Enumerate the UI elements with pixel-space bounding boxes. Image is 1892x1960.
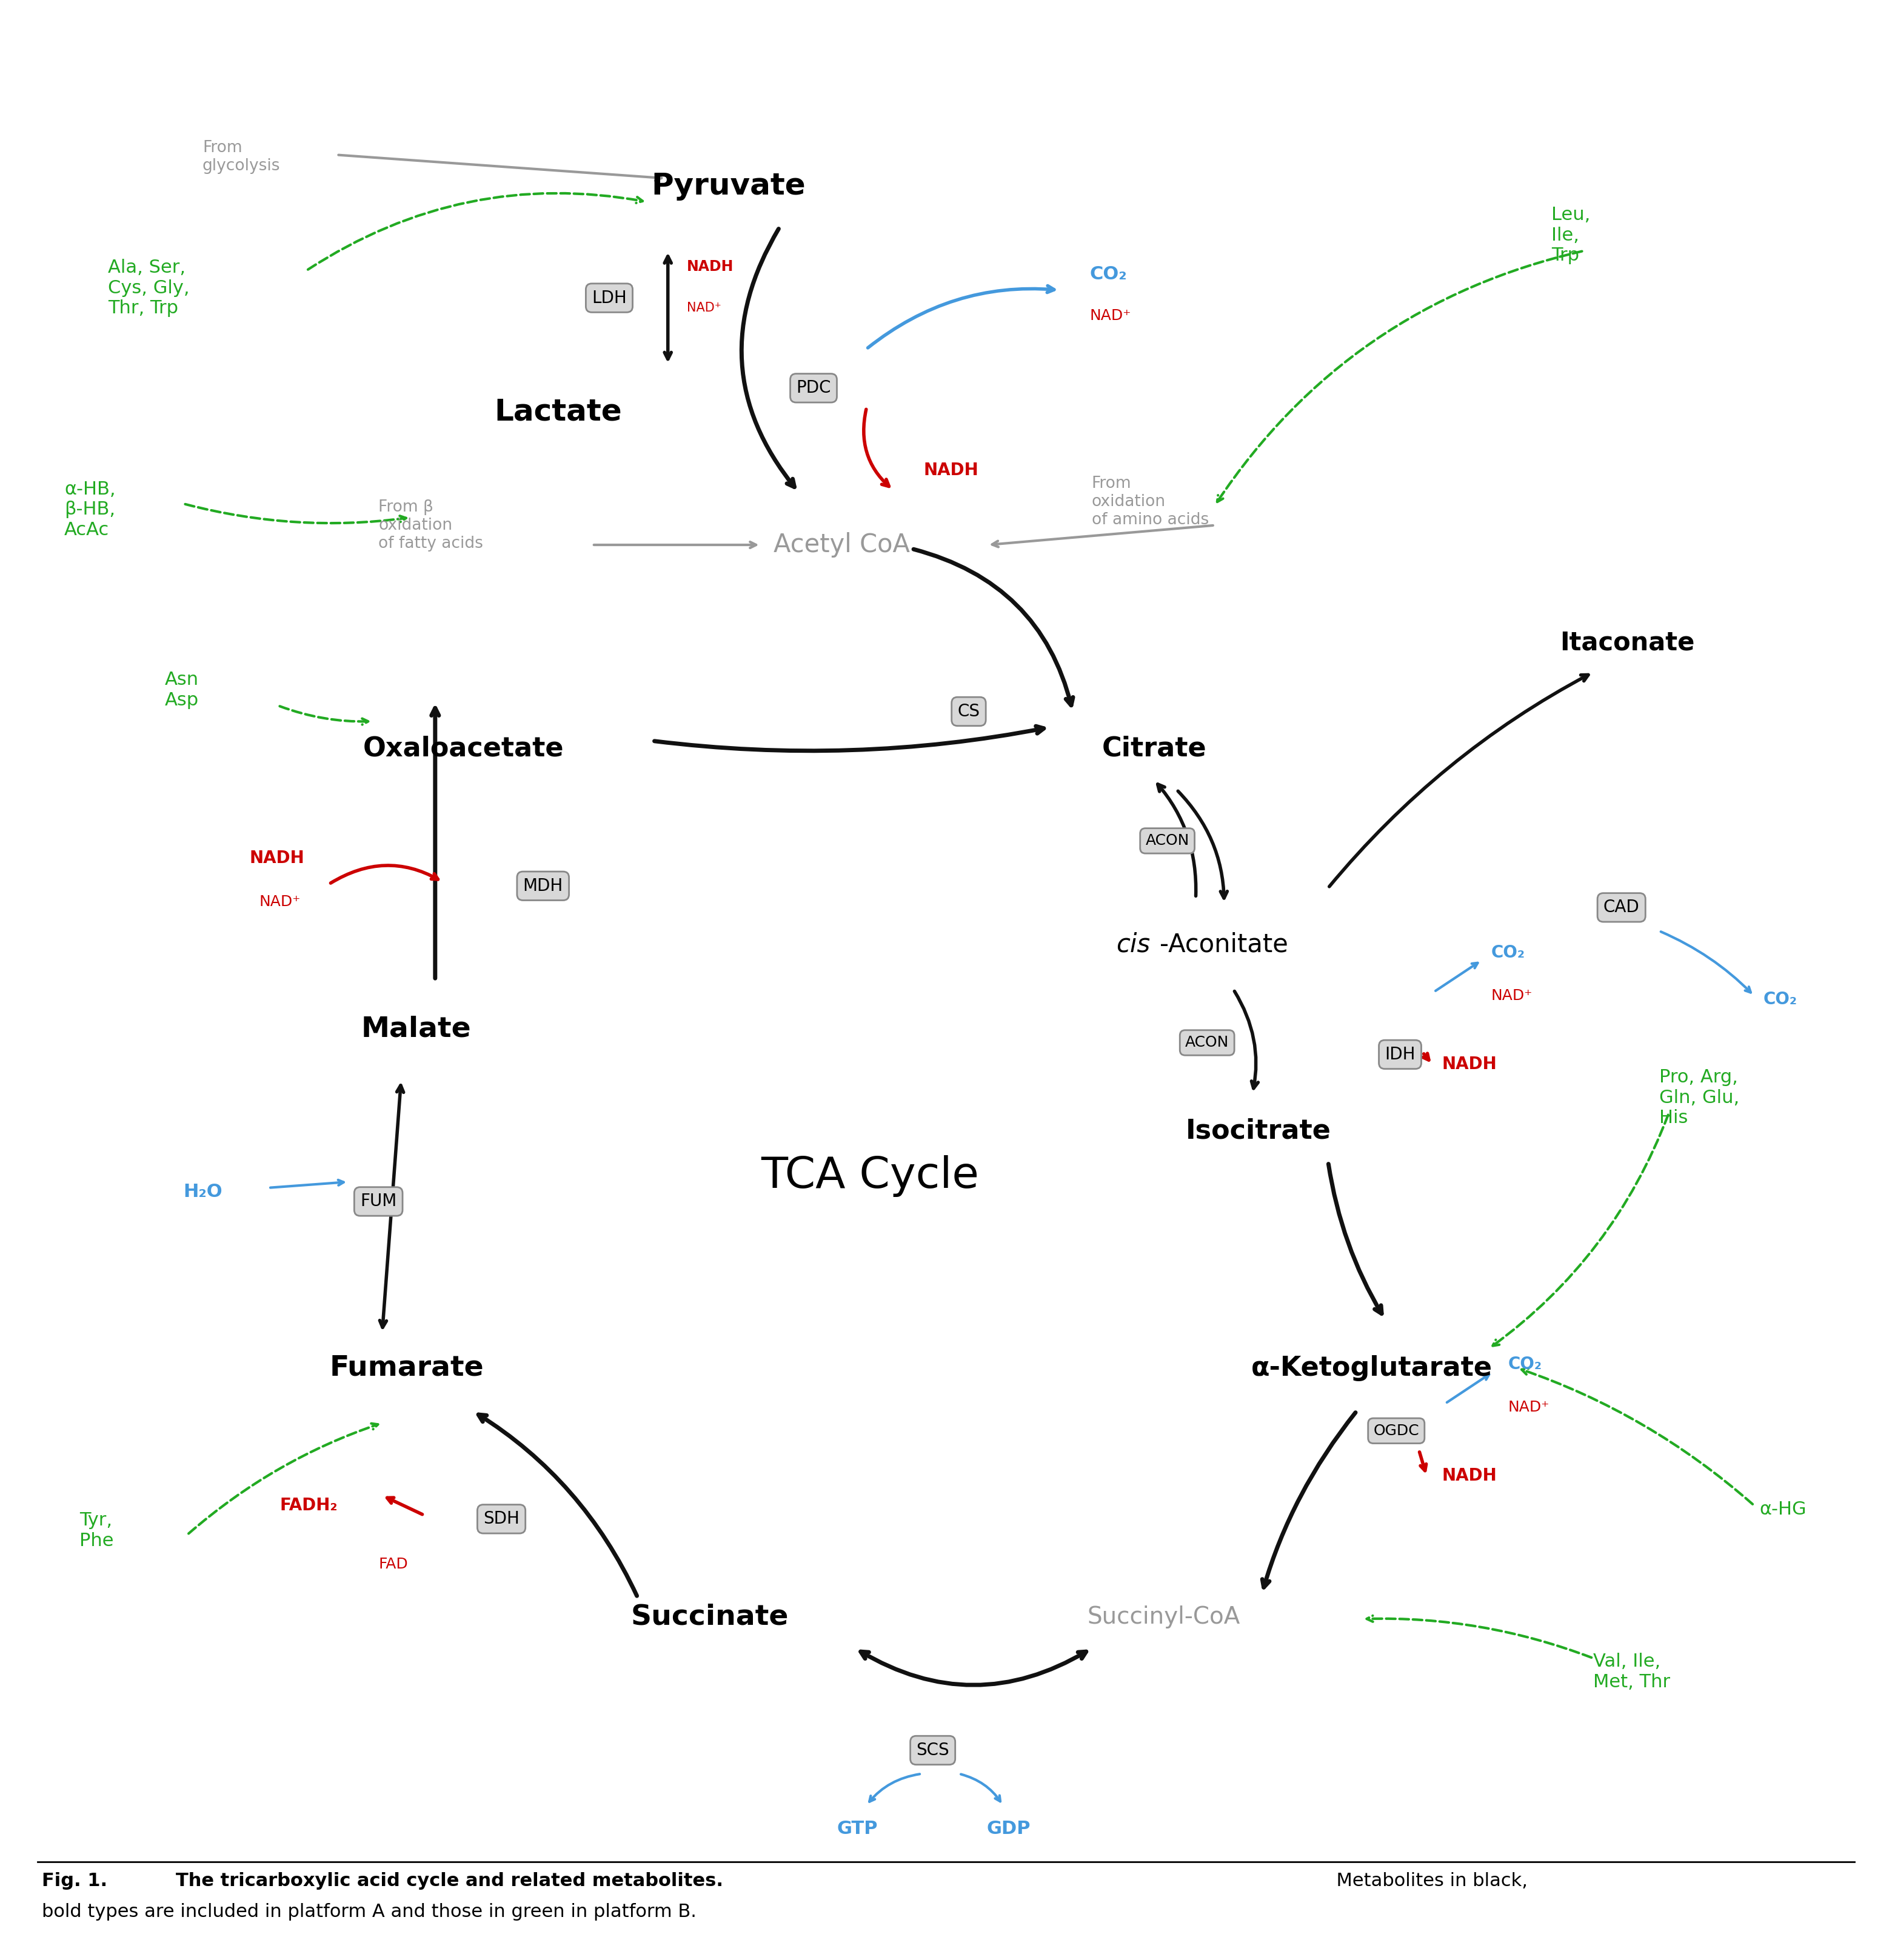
Text: NADH: NADH bbox=[923, 463, 978, 478]
Text: Oxaloacetate: Oxaloacetate bbox=[363, 735, 564, 762]
Text: Isocitrate: Isocitrate bbox=[1186, 1117, 1330, 1145]
Text: NAD⁺: NAD⁺ bbox=[1508, 1399, 1550, 1415]
Text: From β
oxidation
of fatty acids: From β oxidation of fatty acids bbox=[378, 500, 482, 551]
Text: Ala, Ser,
Cys, Gly,
Thr, Trp: Ala, Ser, Cys, Gly, Thr, Trp bbox=[108, 259, 189, 318]
Text: Fig. 1.: Fig. 1. bbox=[42, 1872, 114, 1889]
Text: FADH₂: FADH₂ bbox=[280, 1497, 339, 1513]
Text: LDH: LDH bbox=[592, 290, 626, 306]
Text: NAD⁺: NAD⁺ bbox=[1090, 308, 1131, 323]
Text: Pro, Arg,
Gln, Glu,
His: Pro, Arg, Gln, Glu, His bbox=[1659, 1068, 1739, 1127]
Text: Leu,
Ile,
Trp: Leu, Ile, Trp bbox=[1551, 206, 1591, 265]
Text: From
oxidation
of amino acids: From oxidation of amino acids bbox=[1092, 476, 1209, 527]
Text: NAD⁺: NAD⁺ bbox=[259, 894, 301, 909]
Text: IDH: IDH bbox=[1385, 1047, 1415, 1062]
Text: ACON: ACON bbox=[1145, 833, 1190, 849]
Text: NADH: NADH bbox=[687, 259, 734, 274]
Text: α-Ketoglutarate: α-Ketoglutarate bbox=[1251, 1354, 1493, 1382]
Text: Succinate: Succinate bbox=[630, 1603, 789, 1631]
Text: OGDC: OGDC bbox=[1374, 1423, 1419, 1439]
Text: Asn
Asp: Asn Asp bbox=[165, 670, 199, 710]
Text: PDC: PDC bbox=[797, 380, 831, 396]
Text: Pyruvate: Pyruvate bbox=[651, 172, 806, 200]
Text: Lactate: Lactate bbox=[494, 398, 622, 425]
Text: FUM: FUM bbox=[359, 1194, 397, 1209]
Text: Malate: Malate bbox=[361, 1015, 471, 1043]
Text: Itaconate: Itaconate bbox=[1559, 631, 1695, 655]
Text: NAD⁺: NAD⁺ bbox=[1491, 988, 1533, 1004]
Text: From
glycolysis: From glycolysis bbox=[202, 139, 280, 174]
Text: Tyr,
Phe: Tyr, Phe bbox=[79, 1511, 114, 1550]
Text: Acetyl CoA: Acetyl CoA bbox=[774, 533, 910, 557]
Text: CAD: CAD bbox=[1603, 900, 1640, 915]
Text: Succinyl-CoA: Succinyl-CoA bbox=[1088, 1605, 1239, 1629]
Text: CO₂: CO₂ bbox=[1763, 992, 1797, 1007]
Text: α-HG: α-HG bbox=[1760, 1501, 1807, 1517]
Text: cis: cis bbox=[1116, 933, 1150, 956]
Text: bold types are included in platform A and those in green in platform B.: bold types are included in platform A an… bbox=[42, 1903, 696, 1921]
Text: NADH: NADH bbox=[250, 851, 305, 866]
Text: Fumarate: Fumarate bbox=[329, 1354, 484, 1382]
Text: ACON: ACON bbox=[1184, 1035, 1230, 1051]
Text: Metabolites in black,: Metabolites in black, bbox=[1324, 1872, 1527, 1889]
Text: CS: CS bbox=[957, 704, 980, 719]
Text: Val, Ile,
Met, Thr: Val, Ile, Met, Thr bbox=[1593, 1652, 1671, 1691]
Text: FAD: FAD bbox=[378, 1556, 409, 1572]
Text: NADH: NADH bbox=[1442, 1468, 1497, 1484]
Text: MDH: MDH bbox=[522, 878, 564, 894]
Text: CO₂: CO₂ bbox=[1491, 945, 1525, 960]
Text: α-HB,
β-HB,
AcAc: α-HB, β-HB, AcAc bbox=[64, 480, 115, 539]
Text: SDH: SDH bbox=[482, 1511, 520, 1527]
Text: Citrate: Citrate bbox=[1101, 735, 1207, 762]
Text: NADH: NADH bbox=[1442, 1056, 1497, 1072]
Text: TCA Cycle: TCA Cycle bbox=[761, 1154, 980, 1198]
Text: H₂O: H₂O bbox=[184, 1184, 223, 1200]
Text: GTP: GTP bbox=[836, 1821, 878, 1837]
Text: CO₂: CO₂ bbox=[1090, 267, 1128, 282]
Text: CO₂: CO₂ bbox=[1508, 1356, 1542, 1372]
Text: SCS: SCS bbox=[916, 1742, 950, 1758]
Text: The tricarboxylic acid cycle and related metabolites.: The tricarboxylic acid cycle and related… bbox=[176, 1872, 723, 1889]
Text: -Aconitate: -Aconitate bbox=[1160, 933, 1288, 956]
Text: NAD⁺: NAD⁺ bbox=[687, 302, 721, 314]
Text: GDP: GDP bbox=[986, 1821, 1031, 1837]
